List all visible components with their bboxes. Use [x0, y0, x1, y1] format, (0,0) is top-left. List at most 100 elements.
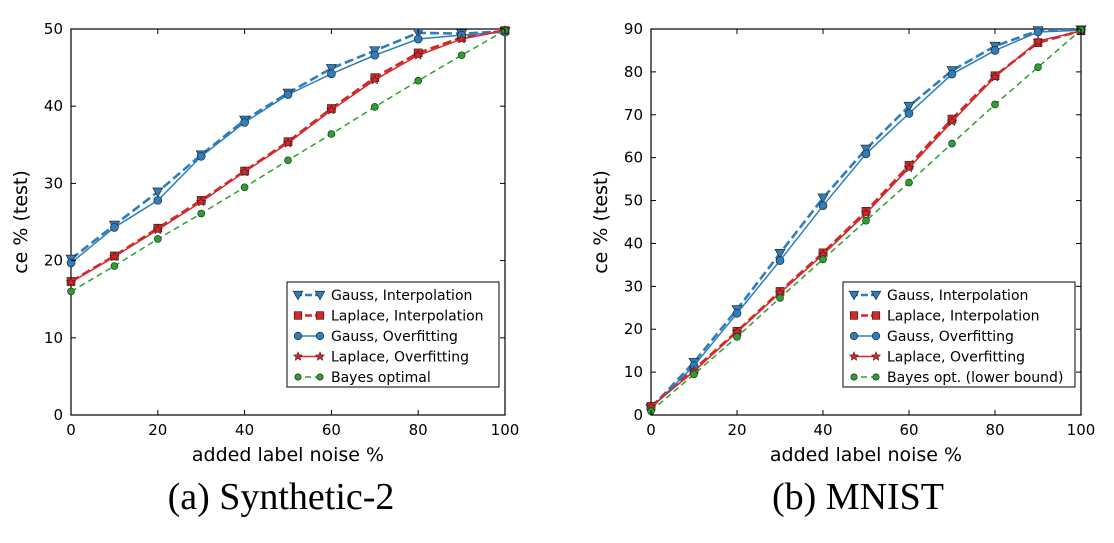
data-point — [152, 224, 164, 235]
x-tick-label: 80 — [985, 421, 1004, 439]
legend-marker — [870, 290, 882, 301]
data-point — [776, 294, 784, 302]
series-line — [650, 29, 1082, 412]
y-axis-label: ce % (test) — [590, 170, 612, 274]
data-point — [862, 216, 870, 225]
legend-marker — [871, 311, 881, 320]
data-point — [947, 69, 957, 79]
data-point — [108, 251, 120, 262]
legend-marker — [849, 331, 859, 341]
data-point — [818, 201, 828, 211]
legend-marker — [294, 373, 302, 381]
legend: Gauss, Interpolation Laplace, Interpolati… — [842, 281, 1076, 388]
x-axis-label: added label noise % — [770, 444, 962, 466]
data-point — [65, 276, 77, 287]
data-point — [905, 178, 913, 187]
legend-label: Laplace, Interpolation — [887, 309, 1040, 325]
data-point — [195, 196, 207, 207]
data-point — [325, 104, 337, 115]
data-point — [370, 103, 379, 111]
data-point — [775, 256, 785, 265]
data-point — [991, 100, 999, 109]
data-point — [110, 262, 119, 270]
series-group — [645, 25, 1087, 415]
chart-panel-0: 0 20 40 60 80 100 0 10 20 30 40 50 added label noise… — [10, 20, 519, 518]
data-point — [732, 309, 742, 318]
y-tick-label: 60 — [624, 149, 643, 167]
legend-marker — [314, 290, 326, 301]
y-tick-label: 20 — [624, 320, 643, 338]
legend-marker — [293, 311, 303, 320]
y-tick-label: 20 — [44, 252, 63, 270]
legend-box — [842, 281, 1076, 388]
x-tick-label: 20 — [148, 421, 167, 439]
y-tick-label: 30 — [624, 277, 643, 295]
data-point — [457, 51, 466, 60]
data-point — [817, 193, 829, 204]
data-point — [413, 34, 423, 44]
chart-panel-1: 0 20 40 60 80 100 0 10 20 30 40 50 60 70 80 90 added lab… — [590, 20, 1095, 518]
data-point — [154, 235, 162, 243]
data-point — [903, 101, 915, 112]
series-line — [70, 29, 506, 283]
data-point — [110, 223, 119, 232]
data-point — [325, 64, 337, 74]
y-tick-label: 50 — [624, 192, 643, 210]
y-tick-label: 40 — [44, 97, 63, 115]
x-tick-label: 100 — [491, 421, 520, 439]
y-tick-label: 30 — [44, 174, 63, 192]
figure-caption: (b) MNIST — [772, 476, 944, 518]
y-tick-label: 10 — [44, 329, 63, 347]
data-point — [153, 196, 163, 205]
data-point — [327, 69, 336, 79]
legend-marker — [871, 331, 881, 341]
data-point — [283, 90, 293, 99]
legend-label: Laplace, Interpolation — [331, 309, 484, 325]
data-point — [946, 115, 958, 127]
data-point — [861, 149, 871, 159]
data-point — [1033, 27, 1043, 37]
data-point — [282, 137, 294, 148]
x-tick-label: 20 — [727, 421, 746, 439]
legend: Gauss, Interpolation Laplace, Interpolati… — [286, 281, 500, 388]
legend-label: Gauss, Overfitting — [887, 329, 1014, 345]
legend-marker — [293, 331, 303, 341]
legend-marker — [870, 350, 882, 361]
data-point — [733, 333, 741, 341]
legend-marker — [315, 331, 325, 341]
data-point — [197, 209, 205, 218]
y-tick-label: 10 — [624, 363, 643, 381]
data-point — [989, 71, 1001, 82]
legend-marker — [316, 373, 324, 381]
data-point — [412, 49, 424, 60]
data-point — [327, 130, 336, 138]
data-point — [152, 187, 164, 198]
y-axis-label: ce % (test) — [10, 170, 32, 274]
y-tick-label: 90 — [624, 20, 643, 38]
legend-label: Gauss, Overfitting — [331, 329, 458, 345]
x-tick-label: 40 — [813, 421, 832, 439]
data-point — [990, 46, 1000, 55]
series-line — [650, 28, 1082, 410]
legend-marker — [292, 350, 304, 361]
legend-marker — [314, 350, 326, 361]
legend-label: Bayes optimal — [331, 370, 431, 386]
data-point — [904, 109, 914, 118]
legend-label: Laplace, Overfitting — [887, 350, 1025, 366]
legend-marker — [848, 350, 860, 361]
data-point — [196, 152, 206, 161]
legend-label: Bayes opt. (lower bound) — [887, 370, 1063, 386]
x-tick-label: 0 — [646, 421, 656, 439]
legend-marker — [850, 373, 858, 381]
data-point — [67, 287, 75, 296]
data-point — [240, 118, 249, 127]
legend-label: Gauss, Interpolation — [331, 288, 472, 304]
legend-marker — [848, 290, 860, 301]
y-tick-label: 70 — [624, 106, 643, 124]
data-point — [456, 33, 468, 44]
data-point — [370, 50, 380, 60]
data-point — [369, 74, 381, 85]
legend-marker — [849, 311, 859, 320]
x-tick-label: 0 — [66, 421, 76, 439]
